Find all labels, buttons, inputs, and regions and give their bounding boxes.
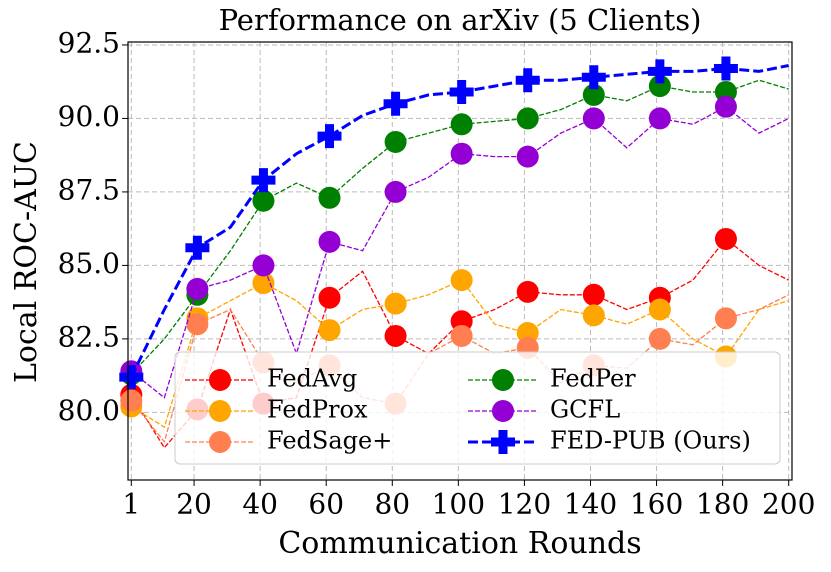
legend-label: FedAvg <box>267 365 357 393</box>
legend-label: FedProx <box>267 396 368 424</box>
line <box>130 79 789 375</box>
y-tick-label: 80.0 <box>58 394 120 427</box>
x-tick-label: 20 <box>176 488 212 521</box>
x-tick-label: 40 <box>242 488 278 521</box>
legend-box <box>174 351 781 465</box>
marker <box>714 95 737 118</box>
marker <box>450 324 473 347</box>
marker <box>185 235 210 260</box>
marker <box>492 400 514 422</box>
marker <box>318 319 341 342</box>
marker <box>648 75 671 98</box>
marker <box>581 65 606 90</box>
marker <box>384 130 407 153</box>
marker <box>648 327 671 350</box>
chart-title: Performance on arXiv (5 Clients) <box>219 3 702 37</box>
marker <box>384 292 407 315</box>
marker <box>384 180 407 203</box>
x-tick-label: 80 <box>374 488 410 521</box>
y-tick-label: 85.0 <box>58 247 120 280</box>
x-tick-label: 180 <box>696 488 749 521</box>
x-tick-label: 160 <box>630 488 683 521</box>
marker <box>251 168 276 193</box>
x-tick-label: 60 <box>308 488 344 521</box>
marker <box>252 272 275 295</box>
marker <box>252 189 275 212</box>
y-tick-label: 87.5 <box>58 173 120 206</box>
y-tick-label: 90.0 <box>58 100 120 133</box>
plot-frame <box>127 41 793 481</box>
marker <box>714 307 737 330</box>
marker <box>317 124 342 149</box>
marker <box>119 365 144 390</box>
legend: FedAvg FedProx FedSage+ FedPer GCFL FED-PUB (… <box>174 351 781 465</box>
marker <box>582 304 605 327</box>
marker <box>450 113 473 136</box>
marker <box>384 324 407 347</box>
y-axis-label: Local ROC-AUC <box>9 141 44 383</box>
marker <box>582 107 605 130</box>
marker <box>383 91 408 116</box>
marker <box>516 107 539 130</box>
marker <box>450 269 473 292</box>
marker <box>209 369 231 391</box>
marker <box>516 280 539 303</box>
marker <box>449 79 474 104</box>
marker <box>318 286 341 309</box>
marker <box>516 145 539 168</box>
marker <box>318 230 341 253</box>
marker <box>648 107 671 130</box>
x-tick-label: 140 <box>564 488 617 521</box>
marker <box>491 430 515 454</box>
x-tick-label: 1 <box>122 488 140 521</box>
marker <box>647 59 672 84</box>
marker <box>209 400 231 422</box>
marker <box>582 283 605 306</box>
legend-label: GCFL <box>550 396 620 424</box>
legend-label: FED-PUB (Ours) <box>550 427 751 455</box>
legend-label: FedSage+ <box>267 427 392 455</box>
marker <box>252 254 275 277</box>
x-tick-label: 120 <box>498 488 551 521</box>
y-tick-label: 82.5 <box>58 320 120 353</box>
marker <box>318 186 341 209</box>
marker <box>492 369 514 391</box>
marker <box>450 142 473 165</box>
marker <box>648 298 671 321</box>
series <box>119 56 789 390</box>
y-tick-label: 92.5 <box>58 26 120 59</box>
marker <box>515 68 540 93</box>
marker <box>186 277 209 300</box>
marker <box>582 83 605 106</box>
line <box>130 105 789 399</box>
marker <box>186 313 209 336</box>
marker <box>120 389 143 412</box>
x-tick-label: 100 <box>432 488 485 521</box>
legend-label: FedPer <box>550 365 636 393</box>
marker <box>714 227 737 250</box>
marker <box>209 431 231 453</box>
x-axis-label: Communication Rounds <box>278 526 641 561</box>
marker <box>713 56 738 81</box>
x-tick-label: 200 <box>762 488 815 521</box>
